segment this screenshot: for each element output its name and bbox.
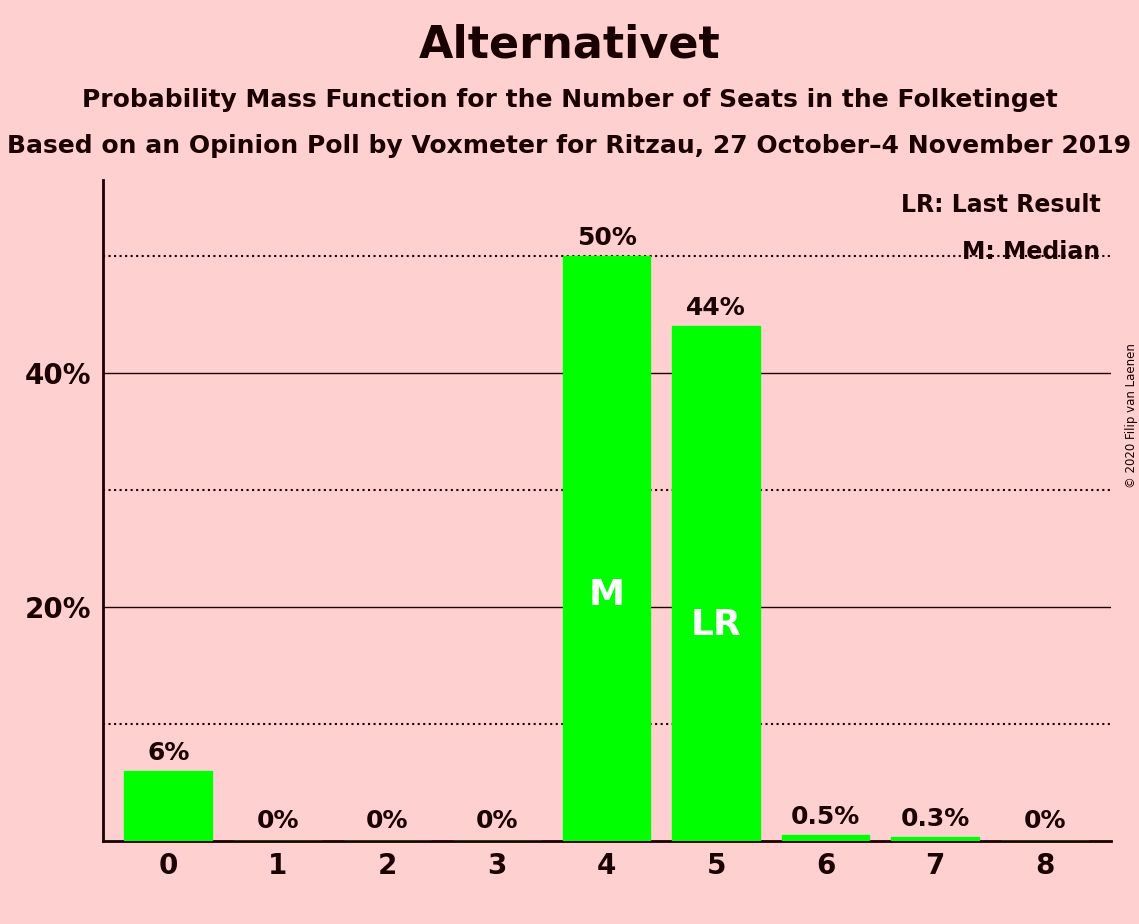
Bar xyxy=(124,771,212,841)
Text: LR: LR xyxy=(690,608,741,642)
Text: M: Median: M: Median xyxy=(962,239,1100,263)
Bar xyxy=(892,837,980,841)
Text: M: M xyxy=(589,578,624,613)
Text: 0%: 0% xyxy=(256,808,300,833)
Text: © 2020 Filip van Laenen: © 2020 Filip van Laenen xyxy=(1124,344,1138,488)
Bar xyxy=(563,256,650,841)
Text: Alternativet: Alternativet xyxy=(419,23,720,67)
Text: 0%: 0% xyxy=(1024,808,1066,833)
Text: 0%: 0% xyxy=(476,808,518,833)
Text: 44%: 44% xyxy=(686,297,746,321)
Text: 50%: 50% xyxy=(576,226,637,250)
Text: Based on an Opinion Poll by Voxmeter for Ritzau, 27 October–4 November 2019: Based on an Opinion Poll by Voxmeter for… xyxy=(8,134,1131,158)
Text: 0.5%: 0.5% xyxy=(790,805,860,829)
Text: LR: Last Result: LR: Last Result xyxy=(901,193,1100,217)
Bar xyxy=(672,326,760,841)
Bar xyxy=(781,835,869,841)
Text: 6%: 6% xyxy=(147,741,189,765)
Text: 0%: 0% xyxy=(366,808,409,833)
Text: 0.3%: 0.3% xyxy=(901,808,969,832)
Text: Probability Mass Function for the Number of Seats in the Folketinget: Probability Mass Function for the Number… xyxy=(82,88,1057,112)
